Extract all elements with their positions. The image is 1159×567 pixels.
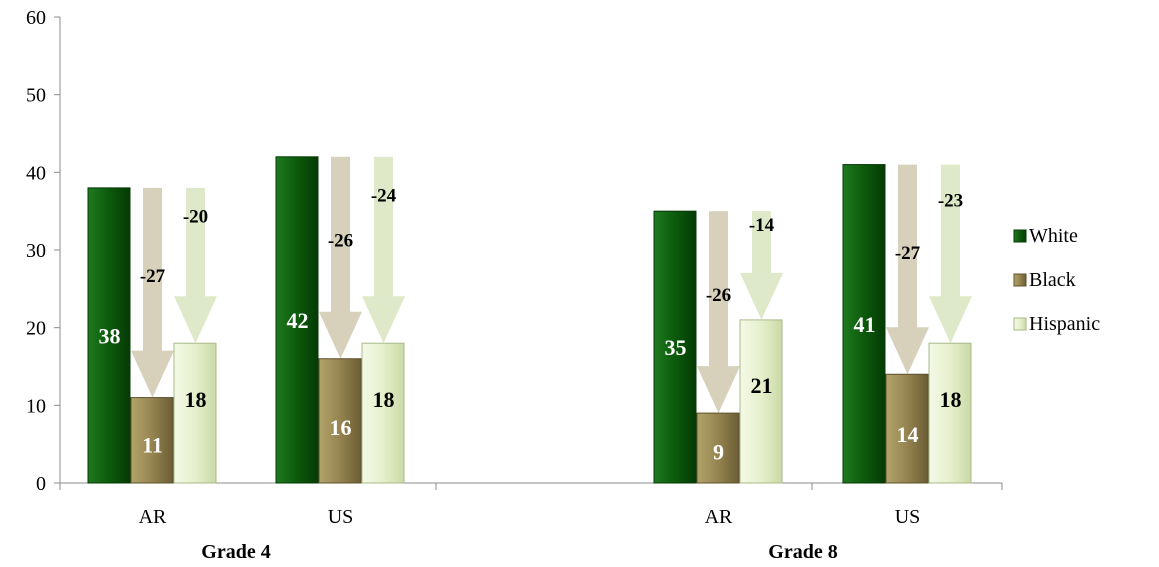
y-tick-label: 60 [26,7,46,29]
legend-label: Hispanic [1029,313,1100,335]
y-tick-label: 50 [26,85,46,107]
gap-label: -27 [140,266,166,287]
data-label: 18 [940,387,962,412]
bar-white [653,210,697,484]
category-label: US [895,506,921,528]
data-label: 11 [142,433,163,458]
data-label: 18 [185,387,207,412]
data-label: 14 [897,422,919,447]
bar-hispanic [928,342,972,484]
data-label: 16 [330,415,352,440]
data-label: 42 [287,308,309,333]
legend-label: White [1029,225,1078,247]
gap-arrow [362,156,405,344]
gap-label: -26 [328,231,353,252]
bar-hispanic [739,319,783,484]
y-tick-label: 20 [26,318,46,340]
y-tick-label: 40 [26,162,46,184]
data-label: 41 [854,312,876,337]
category-label: US [328,506,354,528]
axes: 0 10 20 30 40 50 60 [26,7,1003,495]
legend-label: Black [1029,269,1076,291]
legend-swatch [1013,229,1027,243]
gap-arrow [174,187,217,344]
bar-white [842,164,886,484]
y-tick-label: 0 [36,473,46,495]
gap-label: -23 [938,191,963,212]
gap-arrows [131,156,972,414]
data-label: 21 [751,373,773,398]
gap-arrow [131,187,174,398]
bar-white [87,187,131,484]
group-label: Grade 4 [201,541,270,563]
gap-label: -20 [183,207,208,228]
gap-arrow [886,164,929,375]
bar-black [696,412,740,484]
data-label: 9 [713,440,724,465]
gap-arrow [740,211,783,320]
bar-hispanic [173,342,217,484]
bar-hispanic [361,342,405,484]
gap-arrow [929,164,972,344]
bar-black [130,397,174,484]
bars [87,156,972,484]
bar-white [275,156,319,484]
group-label: Grade 8 [768,541,837,563]
category-label: AR [705,506,733,528]
data-label: 38 [99,323,121,348]
legend-swatch [1013,273,1027,287]
category-label: AR [139,506,167,528]
gap-label: -27 [895,243,921,264]
gap-label: -26 [706,285,731,306]
labels: -27 -20 38 11 18 AR -26 -24 42 16 18 US Grade 4 -26 -1… [99,185,964,563]
gap-label: -24 [371,185,397,206]
bar-black [885,373,929,484]
legend-swatch [1013,317,1027,331]
legend: White Black Hispanic [1013,225,1100,335]
gap-label: -14 [749,215,775,236]
bar-black [318,358,362,484]
gap-arrow [319,156,362,359]
data-label: 35 [665,335,687,360]
y-tick-label: 10 [26,395,46,417]
y-tick-label: 30 [26,240,46,262]
gap-arrow [697,211,740,414]
data-label: 18 [373,387,395,412]
